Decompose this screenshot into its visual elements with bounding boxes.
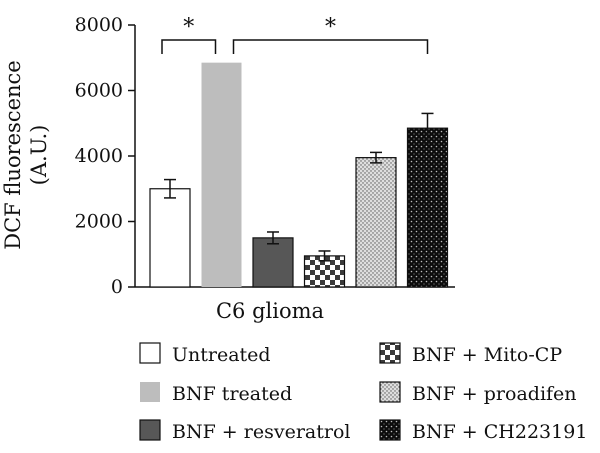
legend-label-5: BNF + CH223191: [412, 421, 587, 443]
bars: [149, 62, 449, 288]
bar-4: [355, 157, 397, 288]
y-tick-label-4: 8000: [75, 14, 123, 36]
bar-0: [149, 188, 191, 288]
legend-swatch-3: [379, 342, 401, 364]
y-tick-label-3: 6000: [75, 80, 123, 102]
y-axis-label-line1: DCF fluorescence: [1, 60, 25, 249]
legend-swatch-1: [140, 382, 160, 402]
y-tick-label-2: 4000: [75, 145, 123, 167]
legend-label-1: BNF treated: [172, 383, 292, 405]
significance-star-0: *: [183, 15, 194, 40]
legend-swatch-4: [379, 381, 401, 403]
legend-label-4: BNF + proadifen: [412, 383, 577, 405]
legend: Untreated BNF treated BNF + resveratrol BNF…: [139, 342, 587, 443]
y-tick-label-0: 0: [111, 276, 123, 298]
bar-3: [303, 255, 346, 288]
legend-label-2: BNF + resveratrol: [172, 421, 350, 443]
legend-label-0: Untreated: [172, 344, 271, 366]
significance-bracket-1: [232, 39, 429, 54]
bar-1: [201, 62, 242, 287]
significance-star-1: *: [325, 15, 336, 40]
legend-label-3: BNF + Mito-CP: [412, 344, 562, 366]
y-axis-label-line2: (A.U.): [27, 125, 51, 186]
x-category-label: C6 glioma: [216, 299, 324, 323]
legend-swatch-5: [379, 419, 401, 441]
y-tick-label-1: 2000: [75, 211, 123, 233]
significance-bracket-0: [161, 39, 217, 54]
significance-brackets: * *: [161, 15, 429, 54]
legend-swatch-2: [139, 419, 161, 441]
bar-2: [252, 237, 294, 288]
legend-swatch-0: [139, 342, 161, 364]
bar-5: [406, 127, 449, 288]
y-axis-label: DCF fluorescence (A.U.): [1, 60, 51, 249]
